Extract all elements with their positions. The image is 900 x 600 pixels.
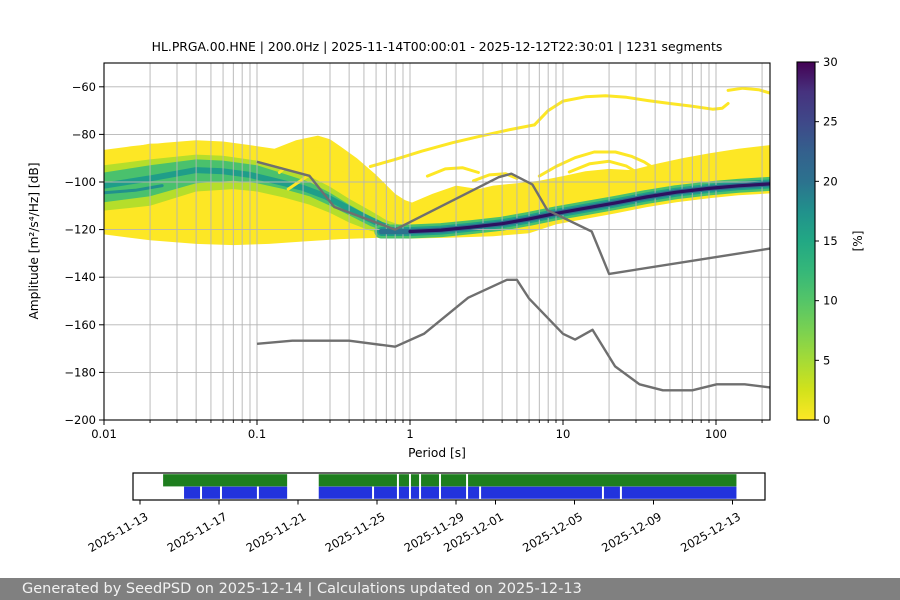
- psd-coverage-segment: [421, 474, 440, 487]
- psd-streak-arc-small-2: [472, 172, 519, 183]
- x-axis-label: Period [s]: [408, 446, 466, 460]
- date-tick-label: 2025-12-13: [678, 509, 743, 555]
- teal-core-secondary: [104, 184, 164, 195]
- x-tick-label: 0.01: [91, 427, 117, 441]
- data-coverage-segment: [410, 486, 420, 499]
- x-tick-label: 10: [556, 427, 571, 441]
- x-tick-label: 1: [406, 427, 413, 441]
- psd-coverage-segment: [163, 474, 288, 487]
- date-tick-label: 2025-11-21: [244, 509, 309, 555]
- grid: [104, 63, 770, 420]
- psd-streak-arc-hump-outer: [537, 150, 657, 178]
- data-coverage-segment: [481, 486, 602, 499]
- yellow-envelope: [104, 135, 770, 246]
- y-tick-label: −120: [64, 223, 96, 237]
- psd-streak-arc-crossing: [401, 189, 470, 222]
- date-tick-label: 2025-11-17: [165, 509, 230, 555]
- colorbar-tick-label: 30: [823, 55, 838, 69]
- y-tick-label: −200: [64, 413, 96, 427]
- data-coverage-segment: [258, 486, 288, 499]
- colorbar-tick-label: 20: [823, 174, 838, 188]
- colorbar-label: [%]: [851, 231, 865, 252]
- data-coverage-segment: [398, 486, 409, 499]
- psd-coverage-segment: [410, 474, 420, 487]
- date-tick-label: 2025-12-09: [599, 509, 664, 555]
- psd-coverage-segment: [318, 474, 397, 487]
- data-coverage-segment: [440, 486, 467, 499]
- availability-bar: [163, 474, 737, 499]
- data-coverage-segment: [468, 486, 480, 499]
- x-tick-label: 100: [705, 427, 727, 441]
- y-tick-label: −140: [64, 270, 96, 284]
- availability-date-ticks: 2025-11-13 2025-11-17 2025-11-21 2025-11-25…: [86, 500, 743, 555]
- psd-coverage-segment: [468, 474, 737, 487]
- availability-frame: [132, 472, 766, 501]
- y-tick-label: −80: [72, 127, 96, 141]
- date-tick-label: 2025-11-13: [86, 509, 151, 555]
- y-tick-label: −100: [64, 175, 96, 189]
- psd-streak-blob-top-left: [124, 143, 198, 152]
- date-tick-label: 2025-11-25: [323, 509, 388, 555]
- colorbar-tick-label: 10: [823, 294, 838, 308]
- data-coverage-segment: [603, 486, 620, 499]
- colorbar-tick-label: 25: [823, 115, 838, 129]
- colorbar-frame: [796, 61, 816, 421]
- y-tick-label: −180: [64, 365, 96, 379]
- noise-model-lines: [256, 160, 770, 392]
- psd-coverage-segment: [398, 474, 409, 487]
- x-tick-label: 0.1: [248, 427, 266, 441]
- y-axis-label: Amplitude [m²/s⁴/Hz] [dB]: [27, 162, 41, 319]
- green-band: [104, 159, 403, 235]
- colorbar-tick-label: 15: [823, 234, 838, 248]
- axes-ticks: 0.01 0.1 1 10 100 −60 −80 −100 −120 −140 −160 −180 −…: [64, 80, 763, 441]
- data-coverage-segment: [421, 486, 440, 499]
- data-coverage-segment: [221, 486, 257, 499]
- psd-streak-arc-small-1: [425, 166, 480, 178]
- footer-text: Generated by SeedPSD on 2025-12-14 | Cal…: [22, 581, 582, 597]
- y-tick-label: −160: [64, 318, 96, 332]
- psd-streak-flame-1: [277, 147, 354, 174]
- colorbar-tick-label: 5: [823, 353, 830, 367]
- psd-density-core: [378, 181, 770, 235]
- date-tick-label: 2025-12-05: [520, 509, 585, 555]
- colorbar-ticks: 0 5 10 15 20 25 30: [815, 55, 838, 427]
- plot-frame: [103, 62, 771, 421]
- nhnm-line: [256, 160, 770, 276]
- psd-streak-arc-top: [532, 94, 730, 127]
- data-coverage-segment: [621, 486, 737, 499]
- psd-streak-arc-top-right-dash: [726, 86, 770, 95]
- ridge-navy: [408, 182, 770, 234]
- y-tick-label: −60: [72, 80, 96, 94]
- data-coverage-segment: [318, 486, 373, 499]
- psd-coverage-segment: [440, 474, 467, 487]
- data-coverage-segment: [374, 486, 397, 499]
- data-coverage-segment: [202, 486, 220, 499]
- colorbar-tick-label: 0: [823, 413, 830, 427]
- ppsd-plot: HL.PRGA.00.HNE | 200.0Hz | 2025-11-14T00…: [27, 39, 865, 555]
- nlnm-line: [256, 278, 770, 392]
- psd-streak-arc-descending-2: [328, 178, 418, 217]
- data-coverage-segment: [184, 486, 201, 499]
- footer-bar: Generated by SeedPSD on 2025-12-14 | Cal…: [0, 578, 900, 600]
- plot-title: HL.PRGA.00.HNE | 200.0Hz | 2025-11-14T00…: [152, 39, 723, 54]
